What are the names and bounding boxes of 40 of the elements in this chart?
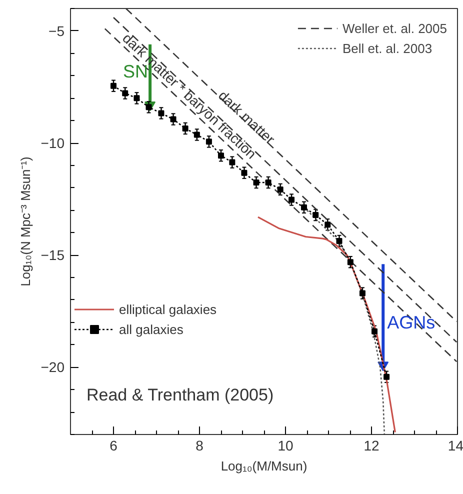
point bbox=[182, 125, 188, 132]
point bbox=[324, 222, 331, 228]
legend-label: elliptical galaxies bbox=[119, 302, 217, 316]
x-tick-label: 8 bbox=[196, 438, 204, 454]
point bbox=[288, 196, 295, 203]
legend-label: all galaxies bbox=[119, 322, 184, 336]
point bbox=[158, 110, 164, 116]
point bbox=[277, 186, 284, 192]
annotation: AGNs bbox=[387, 312, 436, 332]
x-tick-label: 6 bbox=[110, 438, 118, 454]
y-axis-title: Log₁₀(N Mpc⁻³ Msun⁻¹) bbox=[18, 156, 33, 286]
point bbox=[170, 116, 176, 122]
point bbox=[229, 159, 236, 166]
x-axis-title: Log₁₀(M/Msun) bbox=[220, 458, 308, 474]
point bbox=[359, 290, 366, 296]
x-tick-label: 10 bbox=[278, 438, 294, 454]
point bbox=[241, 170, 248, 176]
point bbox=[122, 90, 128, 96]
point bbox=[384, 374, 390, 380]
point bbox=[336, 238, 342, 244]
point bbox=[253, 179, 260, 186]
point bbox=[312, 212, 319, 218]
point bbox=[372, 328, 378, 334]
point bbox=[194, 132, 200, 138]
point bbox=[134, 95, 140, 102]
annotation: SN bbox=[123, 61, 148, 82]
point bbox=[300, 204, 307, 210]
point bbox=[347, 259, 354, 266]
point bbox=[265, 179, 272, 186]
x-tick-label: 14 bbox=[448, 438, 463, 454]
point bbox=[110, 82, 116, 89]
y-tick-label: −10 bbox=[40, 135, 65, 152]
annotation: Read & Trentham (2005) bbox=[86, 386, 274, 404]
legend-label: Bell et. al. 2003 bbox=[342, 40, 432, 56]
y-tick-label: −5 bbox=[48, 22, 65, 39]
y-tick-label: −15 bbox=[40, 247, 65, 264]
point bbox=[206, 138, 212, 145]
y-tick-label: −20 bbox=[40, 359, 65, 376]
legend-label: Weller et. al. 2005 bbox=[342, 20, 447, 36]
x-tick-label: 12 bbox=[364, 438, 380, 454]
